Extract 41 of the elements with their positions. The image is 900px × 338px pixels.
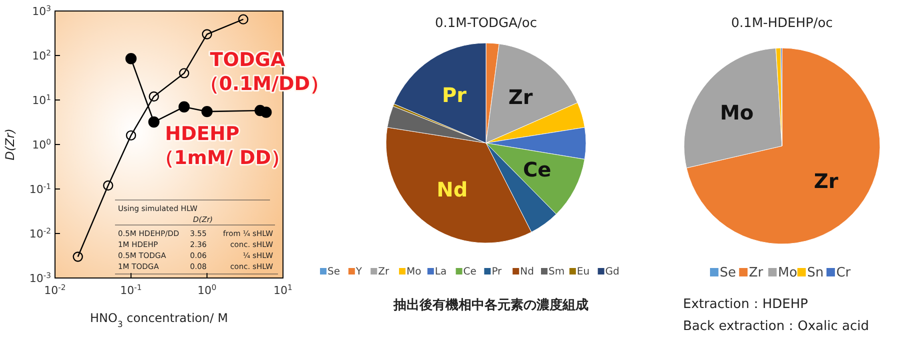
legend-label: Gd	[605, 266, 620, 278]
text: D(Zr)	[3, 128, 17, 160]
legend-label: Mo	[406, 266, 422, 278]
legend-label: Se	[720, 265, 736, 280]
legend-label: Sn	[807, 265, 824, 280]
legend-label: Cr	[836, 265, 852, 280]
chart-title: 0.1M-TODGA/oc	[434, 16, 538, 31]
legend-label: Zr	[378, 266, 390, 278]
y-tick-label: 10$^{-2}$	[29, 226, 52, 240]
slice-label: Mo	[720, 100, 754, 124]
legend-label: Zr	[748, 265, 764, 280]
legend-label: Se	[328, 266, 340, 278]
chart-title: 0.1M-HDEHP/oc	[731, 16, 833, 31]
legend-label: Ce	[463, 266, 476, 278]
slice-label: Zr	[814, 169, 838, 194]
slice-label: Ce	[522, 157, 552, 182]
slice-label: Zr	[508, 85, 533, 110]
x-tick-label: 10$^{-2}$	[44, 282, 66, 297]
y-tick-label: 10$^{1}$	[32, 92, 52, 107]
text: 抽出後有機相中各元素の濃度組成	[392, 297, 588, 313]
y-tick-label: 10$^{-3}$	[29, 270, 52, 285]
text: Extraction：HDEHP	[683, 297, 808, 312]
legend-label: Mo	[778, 265, 798, 280]
y-tick-label: 10$^{-1}$	[29, 182, 52, 196]
y-tick-label: 10$^{2}$	[32, 48, 52, 62]
y-tick-label: 10$^{3}$	[32, 4, 52, 18]
x-tick-label: 10$^{0}$	[198, 282, 217, 297]
series-label: HDEHP（1mM/ DD）	[155, 123, 290, 169]
legend-label: Nd	[520, 266, 534, 278]
slice-label: Nd	[436, 178, 468, 202]
legend-label: La	[434, 266, 447, 278]
y-tick-label: 10$^{0}$	[32, 137, 52, 152]
category-label: Pr	[442, 83, 467, 108]
legend-label: Sm	[548, 266, 565, 278]
x-axis-title: HNO$_{3}$ concentration/ M	[90, 311, 228, 329]
x-tick-label: 10$^{1}$	[274, 282, 293, 297]
text: Back extraction：Oxalic acid	[683, 319, 869, 334]
x-tick-label: 10$^{-1}$	[120, 282, 142, 297]
legend-label: Eu	[576, 266, 590, 278]
legend-label: Y	[354, 266, 363, 278]
legend-label: Pr	[492, 266, 503, 278]
